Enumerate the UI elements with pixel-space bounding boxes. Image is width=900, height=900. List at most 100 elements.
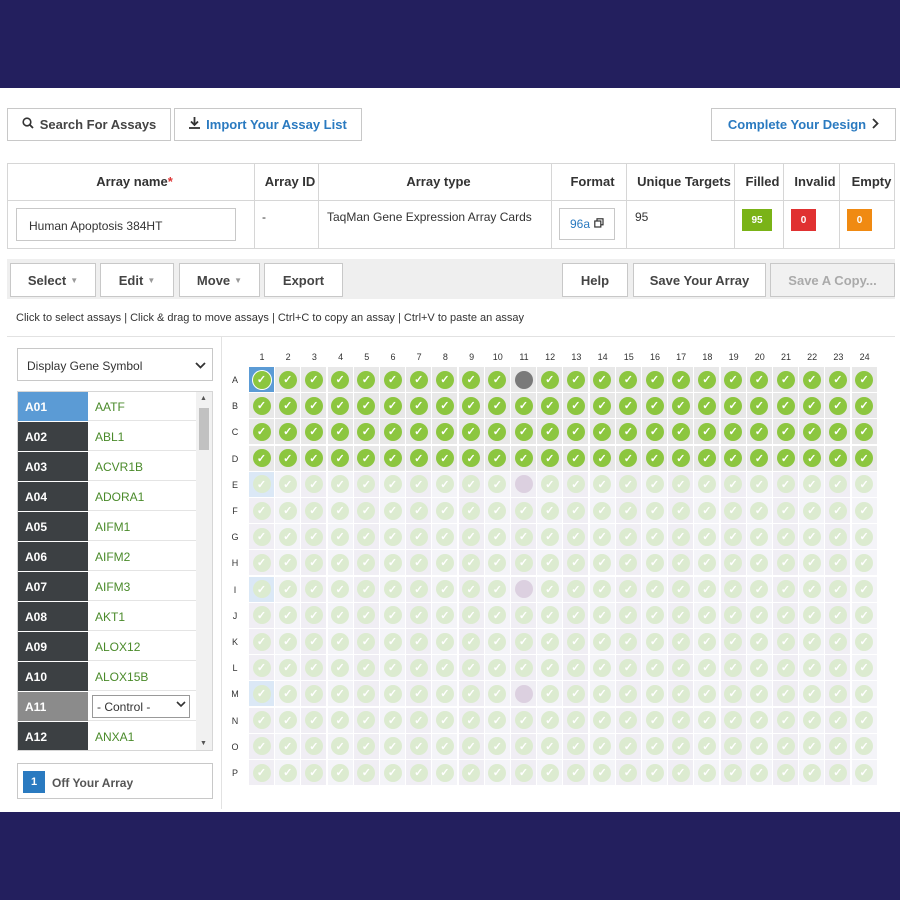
well-cell[interactable]: ✓ bbox=[851, 498, 878, 524]
well-cell[interactable]: ✓ bbox=[668, 707, 695, 734]
well-cell[interactable]: ✓ bbox=[563, 655, 590, 682]
well-cell[interactable]: ✓ bbox=[484, 445, 511, 472]
well-cell[interactable]: ✓ bbox=[694, 393, 721, 420]
well-cell[interactable]: ✓ bbox=[799, 498, 826, 524]
well-cell[interactable]: ✓ bbox=[694, 550, 721, 577]
well-cell[interactable]: ✓ bbox=[668, 655, 695, 682]
export-button[interactable]: Export bbox=[264, 263, 343, 297]
well-cell[interactable]: ✓ bbox=[537, 445, 564, 472]
well-cell[interactable]: ✓ bbox=[406, 498, 433, 524]
well-cell[interactable]: ✓ bbox=[720, 550, 747, 577]
well-cell[interactable]: ✓ bbox=[275, 760, 302, 786]
well-cell[interactable]: ✓ bbox=[642, 733, 668, 760]
well-cell[interactable]: ✓ bbox=[275, 445, 302, 472]
well-cell[interactable]: ✓ bbox=[537, 367, 564, 393]
well-cell[interactable]: ✓ bbox=[406, 681, 433, 708]
well-cell[interactable]: ✓ bbox=[773, 524, 799, 551]
well-cell[interactable]: ✓ bbox=[249, 681, 275, 708]
well-cell[interactable]: ✓ bbox=[353, 498, 380, 524]
well-cell[interactable]: ✓ bbox=[746, 655, 773, 682]
well-cell[interactable]: ✓ bbox=[589, 760, 616, 786]
well-cell[interactable]: ✓ bbox=[642, 419, 668, 446]
well-cell[interactable]: ✓ bbox=[301, 576, 328, 603]
well-cell[interactable]: ✓ bbox=[668, 760, 695, 786]
well-cell[interactable]: ✓ bbox=[720, 681, 747, 708]
well-cell[interactable]: ✓ bbox=[301, 524, 328, 551]
well-cell[interactable]: ✓ bbox=[380, 760, 406, 786]
well-cell[interactable]: ✓ bbox=[799, 393, 826, 420]
well-cell[interactable]: ✓ bbox=[484, 602, 511, 629]
well-cell[interactable]: ✓ bbox=[327, 760, 354, 786]
well-cell[interactable]: ✓ bbox=[380, 602, 406, 629]
well-cell[interactable]: ✓ bbox=[851, 445, 878, 472]
well-cell[interactable]: ✓ bbox=[353, 629, 380, 655]
well-cell[interactable]: ✓ bbox=[432, 419, 459, 446]
well-cell[interactable]: ✓ bbox=[484, 498, 511, 524]
well-cell[interactable]: ✓ bbox=[825, 393, 852, 420]
well-cell[interactable]: ✓ bbox=[668, 419, 695, 446]
well-cell[interactable] bbox=[511, 471, 537, 498]
well-cell[interactable]: ✓ bbox=[746, 471, 773, 498]
well-cell[interactable]: ✓ bbox=[458, 445, 485, 472]
well-cell[interactable]: ✓ bbox=[301, 707, 328, 734]
well-cell[interactable]: ✓ bbox=[511, 707, 537, 734]
well-cell[interactable]: ✓ bbox=[773, 760, 799, 786]
well-cell[interactable]: ✓ bbox=[615, 655, 642, 682]
well-cell[interactable]: ✓ bbox=[799, 445, 826, 472]
well-cell[interactable]: ✓ bbox=[642, 524, 668, 551]
list-item[interactable]: A12 ANXA1 bbox=[18, 722, 196, 750]
well-cell[interactable]: ✓ bbox=[615, 393, 642, 420]
well-cell[interactable]: ✓ bbox=[589, 498, 616, 524]
display-mode-select[interactable]: Display Gene Symbol bbox=[17, 348, 213, 381]
well-cell[interactable]: ✓ bbox=[694, 733, 721, 760]
well-cell[interactable]: ✓ bbox=[825, 576, 852, 603]
well-cell[interactable]: ✓ bbox=[249, 576, 275, 603]
well-cell[interactable]: ✓ bbox=[746, 550, 773, 577]
well-cell[interactable]: ✓ bbox=[406, 419, 433, 446]
well-cell[interactable]: ✓ bbox=[799, 681, 826, 708]
well-cell[interactable]: ✓ bbox=[458, 760, 485, 786]
well-cell[interactable]: ✓ bbox=[563, 498, 590, 524]
well-cell[interactable]: ✓ bbox=[511, 393, 537, 420]
well-cell[interactable]: ✓ bbox=[432, 602, 459, 629]
well-cell[interactable]: ✓ bbox=[851, 655, 878, 682]
well-cell[interactable]: ✓ bbox=[851, 707, 878, 734]
well-cell[interactable]: ✓ bbox=[773, 367, 799, 393]
well-cell[interactable]: ✓ bbox=[694, 445, 721, 472]
well-cell[interactable]: ✓ bbox=[825, 602, 852, 629]
well-cell[interactable]: ✓ bbox=[563, 629, 590, 655]
well-cell[interactable]: ✓ bbox=[642, 681, 668, 708]
well-cell[interactable]: ✓ bbox=[406, 367, 433, 393]
well-cell[interactable]: ✓ bbox=[275, 419, 302, 446]
well-cell[interactable]: ✓ bbox=[720, 498, 747, 524]
well-cell[interactable]: ✓ bbox=[851, 681, 878, 708]
well-cell[interactable]: ✓ bbox=[642, 498, 668, 524]
well-cell[interactable]: ✓ bbox=[851, 602, 878, 629]
well-cell[interactable]: ✓ bbox=[380, 393, 406, 420]
well-cell[interactable]: ✓ bbox=[720, 393, 747, 420]
well-cell[interactable]: ✓ bbox=[799, 367, 826, 393]
well-cell[interactable]: ✓ bbox=[406, 550, 433, 577]
well-cell[interactable]: ✓ bbox=[458, 550, 485, 577]
well-cell[interactable]: ✓ bbox=[275, 393, 302, 420]
move-menu-button[interactable]: Move ▼ bbox=[179, 263, 260, 297]
well-cell[interactable] bbox=[511, 681, 537, 708]
well-cell[interactable]: ✓ bbox=[668, 445, 695, 472]
scroll-up-icon[interactable]: ▲ bbox=[200, 395, 207, 402]
well-cell[interactable]: ✓ bbox=[746, 393, 773, 420]
list-item[interactable]: A10 ALOX15B bbox=[18, 662, 196, 692]
well-cell[interactable]: ✓ bbox=[484, 760, 511, 786]
well-cell[interactable]: ✓ bbox=[615, 707, 642, 734]
well-cell[interactable]: ✓ bbox=[720, 655, 747, 682]
well-cell[interactable]: ✓ bbox=[537, 629, 564, 655]
well-cell[interactable]: ✓ bbox=[615, 445, 642, 472]
well-cell[interactable]: ✓ bbox=[406, 393, 433, 420]
well-cell[interactable]: ✓ bbox=[484, 471, 511, 498]
well-cell[interactable]: ✓ bbox=[353, 393, 380, 420]
well-cell[interactable]: ✓ bbox=[327, 629, 354, 655]
well-cell[interactable]: ✓ bbox=[720, 602, 747, 629]
well-cell[interactable]: ✓ bbox=[668, 550, 695, 577]
well-cell[interactable]: ✓ bbox=[484, 550, 511, 577]
well-cell[interactable]: ✓ bbox=[484, 393, 511, 420]
well-cell[interactable]: ✓ bbox=[694, 602, 721, 629]
